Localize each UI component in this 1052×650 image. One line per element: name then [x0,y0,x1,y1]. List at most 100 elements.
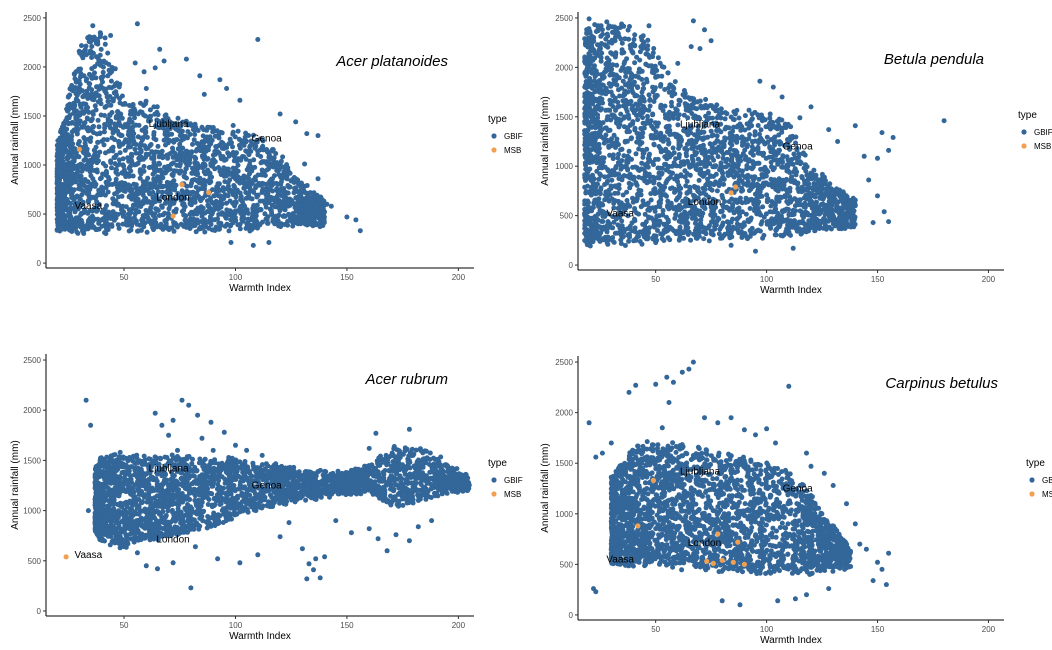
gbif-point [140,156,146,162]
gbif-point [243,180,249,186]
gbif-point [289,216,295,222]
gbif-point [110,98,116,104]
gbif-point [248,164,254,170]
gbif-point [179,128,185,134]
gbif-point [627,43,633,48]
gbif-point [129,159,135,165]
gbif-point [145,181,150,187]
gbif-point [282,213,288,219]
y-tick-label: 0 [569,261,574,270]
gbif-point [267,185,273,191]
gbif-point [117,100,123,106]
gbif-point [159,203,165,209]
gbif-point [258,207,264,213]
gbif-point [285,183,291,188]
gbif-point [644,146,650,152]
gbif-point [619,158,625,164]
gbif-point [680,213,686,219]
gbif-point [67,112,73,118]
gbif-point [227,222,233,228]
gbif-point [139,216,145,222]
gbif-point [711,182,717,188]
gbif-point [283,189,289,195]
gbif-point [210,158,215,164]
gbif-point [626,148,632,154]
gbif-point [191,137,197,143]
gbif-point [135,134,141,140]
gbif-point [151,130,157,135]
gbif-point [226,171,232,177]
gbif-point [106,123,112,129]
gbif-point [192,154,198,160]
gbif-point [623,74,629,79]
gbif-point [746,125,752,131]
gbif-point [179,150,185,156]
gbif-point [658,83,663,89]
gbif-point [58,150,64,156]
gbif-point [91,168,97,173]
gbif-point [697,208,703,214]
gbif-point [88,118,94,124]
gbif-point [255,37,261,42]
gbif-point [162,210,168,216]
y-tick-label: 500 [560,212,574,221]
gbif-point [603,66,609,72]
gbif-point [645,200,651,206]
gbif-point [59,161,65,167]
gbif-point [103,60,109,66]
gbif-point [113,92,119,98]
gbif-point [633,151,639,157]
gbif-point [96,124,102,130]
gbif-point [269,179,275,185]
gbif-point [122,147,128,153]
gbif-point [755,227,761,233]
gbif-point [625,80,631,86]
gbif-point [177,170,183,176]
gbif-point [641,86,647,91]
gbif-point [214,184,220,190]
gbif-point [253,143,259,149]
gbif-point [190,141,195,147]
gbif-point [706,110,712,116]
gbif-point [664,149,670,155]
gbif-point [605,114,611,120]
gbif-point [163,142,168,148]
gbif-point [205,124,211,130]
gbif-point [238,206,244,212]
gbif-point [206,143,212,149]
gbif-point [589,47,595,53]
gbif-point [147,107,153,113]
gbif-point [344,214,350,220]
gbif-point [77,185,83,191]
gbif-point [247,228,253,234]
gbif-point [582,198,588,204]
gbif-point [143,130,149,136]
gbif-point [241,173,247,179]
gbif-point [269,148,275,154]
gbif-point [601,140,607,146]
gbif-point [63,171,69,177]
gbif-point [208,196,213,202]
gbif-point [734,216,740,222]
gbif-point [141,69,147,75]
gbif-point [183,134,189,139]
gbif-point [640,151,646,157]
gbif-point [661,238,667,243]
gbif-point [591,65,597,71]
gbif-point [55,178,61,184]
gbif-point [114,189,120,195]
gbif-point [131,181,137,187]
gbif-point [92,64,98,70]
gbif-point [235,128,241,134]
gbif-point [213,188,219,194]
gbif-point [97,189,103,195]
gbif-point [227,177,233,183]
gbif-point [732,111,738,117]
gbif-point [85,136,91,142]
gbif-point [104,137,110,143]
gbif-point [79,192,85,198]
y-tick-label: 1500 [23,112,41,121]
gbif-point [659,170,665,176]
gbif-point [141,164,147,169]
